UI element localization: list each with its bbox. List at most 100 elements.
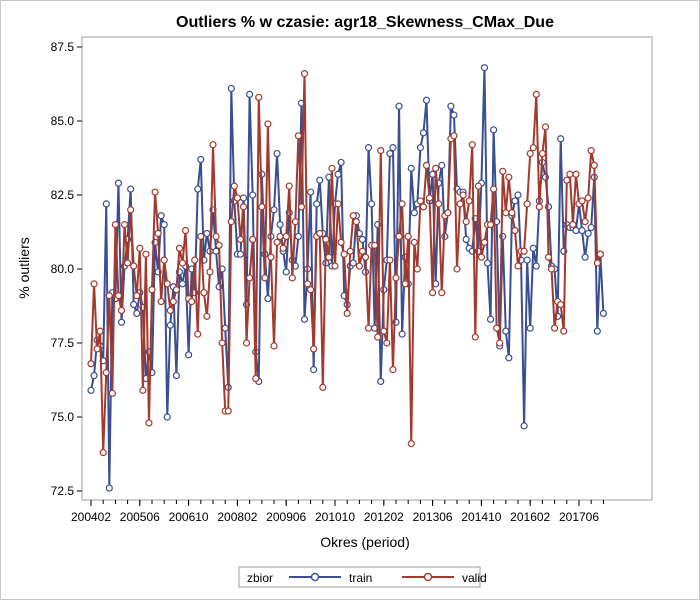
data-point-train <box>212 247 220 255</box>
data-point-valid <box>87 360 95 368</box>
data-point-valid <box>581 218 589 226</box>
x-tick-label: 201602 <box>510 510 550 524</box>
data-point-valid <box>111 221 120 229</box>
data-point-valid <box>90 280 98 288</box>
data-point-valid <box>557 300 565 309</box>
data-point-train <box>490 126 498 134</box>
data-point-valid <box>258 203 266 211</box>
data-point-valid <box>188 297 196 306</box>
data-point-train <box>273 149 281 158</box>
data-point-valid <box>249 235 257 243</box>
data-point-valid <box>273 238 281 246</box>
data-point-train <box>221 324 229 332</box>
x-tick-label: 200402 <box>71 510 111 524</box>
data-point-train <box>438 161 446 169</box>
data-point-valid <box>410 238 418 246</box>
data-point-train <box>389 144 397 152</box>
data-point-train <box>450 111 458 119</box>
data-point-valid <box>163 280 171 288</box>
data-point-train <box>307 188 315 196</box>
data-point-train <box>486 315 495 323</box>
chart-title: Outliers % w czasie: agr18_Skewness_CMax… <box>176 14 554 31</box>
data-point-train <box>249 191 257 199</box>
data-point-train <box>276 221 284 229</box>
data-point-train <box>520 422 528 430</box>
data-point-valid <box>236 235 245 243</box>
data-point-train <box>526 324 534 332</box>
data-point-valid <box>136 244 144 252</box>
data-point-valid <box>596 250 604 258</box>
data-point-train <box>368 200 376 208</box>
data-point-valid <box>267 253 275 261</box>
data-point-train <box>157 212 165 220</box>
data-point-train <box>227 84 235 93</box>
data-point-valid <box>532 90 540 98</box>
data-point-valid <box>514 262 522 270</box>
data-point-train <box>386 149 394 158</box>
data-point-train <box>572 226 580 235</box>
data-point-valid <box>374 333 382 341</box>
data-point-valid <box>377 147 385 155</box>
series-layer <box>87 64 608 492</box>
x-axis: 200402 200506 200610 200802 200906 201010 2012… <box>71 500 604 524</box>
data-point-valid <box>209 141 217 149</box>
data-point-train <box>270 206 278 214</box>
legend: zbior train valid <box>238 566 487 588</box>
data-point-valid <box>307 286 315 294</box>
data-point-valid <box>181 226 190 235</box>
data-point-train <box>395 102 403 110</box>
data-point-train <box>166 321 174 329</box>
data-point-train <box>194 185 202 193</box>
data-point-train <box>310 366 318 374</box>
data-point-train <box>502 327 510 335</box>
data-point-valid <box>120 221 129 229</box>
x-tick-label: 201706 <box>559 510 599 524</box>
data-point-valid <box>264 120 272 128</box>
data-point-valid <box>444 209 452 217</box>
data-point-valid <box>93 345 101 353</box>
data-point-valid <box>310 345 318 353</box>
data-point-valid <box>212 232 220 241</box>
data-point-train <box>133 309 141 317</box>
data-point-valid <box>175 244 184 252</box>
data-point-train <box>334 170 342 178</box>
data-point-valid <box>404 232 412 241</box>
data-point-valid <box>194 330 202 338</box>
data-point-train <box>599 309 608 317</box>
data-point-valid <box>178 259 187 267</box>
y-axis: 72.5 75.0 77.5 80.0 82.5 85.0 87.5 <box>51 40 82 498</box>
x-tick-label: 201306 <box>413 510 453 524</box>
data-point-train <box>127 185 135 193</box>
data-point-train <box>587 223 595 232</box>
data-point-valid <box>291 218 299 226</box>
data-point-valid <box>520 247 528 255</box>
data-point-valid <box>343 309 351 317</box>
data-point-valid <box>99 448 107 457</box>
data-point-valid <box>453 265 461 273</box>
data-point-valid <box>526 149 534 158</box>
data-point-train <box>407 164 415 172</box>
data-point-valid <box>465 197 473 205</box>
data-point-train <box>422 96 431 104</box>
data-point-valid <box>294 132 302 140</box>
data-point-valid <box>544 253 553 261</box>
data-point-valid <box>349 212 357 220</box>
data-point-valid <box>252 374 260 383</box>
legend-item-train: train <box>289 571 372 585</box>
data-point-valid <box>96 327 104 335</box>
y-tick-label: 87.5 <box>51 40 75 54</box>
data-point-valid <box>203 312 211 320</box>
data-point-valid <box>364 324 373 332</box>
data-point-valid <box>169 297 177 306</box>
data-point-valid <box>303 280 312 288</box>
data-point-valid <box>105 292 113 300</box>
data-point-valid <box>352 218 360 226</box>
data-point-valid <box>584 194 592 202</box>
data-point-valid <box>493 324 501 332</box>
data-point-valid <box>462 218 470 226</box>
data-point-valid <box>331 262 339 270</box>
x-tick-label: 200802 <box>217 510 257 524</box>
data-point-valid <box>328 164 336 172</box>
data-point-valid <box>206 268 214 276</box>
